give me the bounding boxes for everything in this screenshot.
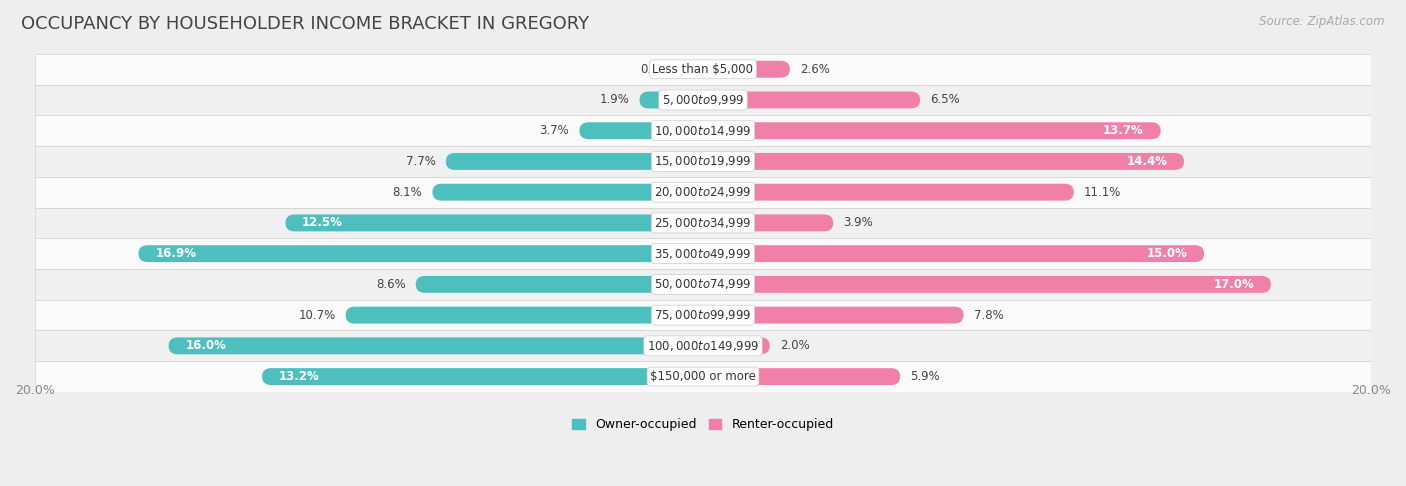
FancyBboxPatch shape [703,276,1271,293]
Text: 0.7%: 0.7% [640,63,669,76]
FancyBboxPatch shape [703,307,963,324]
Text: 13.7%: 13.7% [1104,124,1144,137]
Text: 1.9%: 1.9% [599,93,630,106]
Bar [35,85,1371,115]
Text: 17.0%: 17.0% [1213,278,1254,291]
Text: 7.8%: 7.8% [973,309,1004,322]
Text: 16.9%: 16.9% [155,247,197,260]
Text: 20.0%: 20.0% [15,383,55,397]
Text: $5,000 to $9,999: $5,000 to $9,999 [662,93,744,107]
FancyBboxPatch shape [703,337,770,354]
Text: 20.0%: 20.0% [1351,383,1391,397]
Text: 2.6%: 2.6% [800,63,830,76]
FancyBboxPatch shape [703,214,834,231]
Text: 2.0%: 2.0% [780,339,810,352]
FancyBboxPatch shape [703,184,1074,201]
Text: 6.5%: 6.5% [931,93,960,106]
FancyBboxPatch shape [169,337,703,354]
Text: 10.7%: 10.7% [298,309,336,322]
Bar [35,177,1371,208]
FancyBboxPatch shape [346,307,703,324]
Text: $35,000 to $49,999: $35,000 to $49,999 [654,247,752,260]
Text: 5.9%: 5.9% [910,370,939,383]
Text: 16.0%: 16.0% [186,339,226,352]
Text: $15,000 to $19,999: $15,000 to $19,999 [654,155,752,169]
Text: 13.2%: 13.2% [278,370,319,383]
Text: $75,000 to $99,999: $75,000 to $99,999 [654,308,752,322]
Text: Source: ZipAtlas.com: Source: ZipAtlas.com [1260,15,1385,28]
Text: Less than $5,000: Less than $5,000 [652,63,754,76]
FancyBboxPatch shape [703,245,1204,262]
Bar [35,269,1371,300]
FancyBboxPatch shape [446,153,703,170]
Text: 8.1%: 8.1% [392,186,422,199]
Text: 12.5%: 12.5% [302,216,343,229]
Bar [35,146,1371,177]
FancyBboxPatch shape [138,245,703,262]
Text: 8.6%: 8.6% [375,278,406,291]
FancyBboxPatch shape [703,122,1160,139]
FancyBboxPatch shape [703,153,1184,170]
Text: 7.7%: 7.7% [406,155,436,168]
Bar [35,238,1371,269]
Text: 11.1%: 11.1% [1084,186,1121,199]
Text: $150,000 or more: $150,000 or more [650,370,756,383]
Bar [35,361,1371,392]
Bar [35,300,1371,330]
Text: $25,000 to $34,999: $25,000 to $34,999 [654,216,752,230]
FancyBboxPatch shape [262,368,703,385]
Text: 3.9%: 3.9% [844,216,873,229]
Legend: Owner-occupied, Renter-occupied: Owner-occupied, Renter-occupied [568,414,838,436]
Bar [35,330,1371,361]
FancyBboxPatch shape [416,276,703,293]
Bar [35,208,1371,238]
Text: $100,000 to $149,999: $100,000 to $149,999 [647,339,759,353]
Text: 15.0%: 15.0% [1146,247,1187,260]
Text: OCCUPANCY BY HOUSEHOLDER INCOME BRACKET IN GREGORY: OCCUPANCY BY HOUSEHOLDER INCOME BRACKET … [21,15,589,33]
Text: 3.7%: 3.7% [540,124,569,137]
FancyBboxPatch shape [285,214,703,231]
FancyBboxPatch shape [703,61,790,78]
Bar [35,115,1371,146]
FancyBboxPatch shape [579,122,703,139]
FancyBboxPatch shape [679,61,703,78]
Text: 14.4%: 14.4% [1126,155,1167,168]
FancyBboxPatch shape [703,91,920,108]
Text: $20,000 to $24,999: $20,000 to $24,999 [654,185,752,199]
Text: $10,000 to $14,999: $10,000 to $14,999 [654,124,752,138]
FancyBboxPatch shape [640,91,703,108]
FancyBboxPatch shape [703,368,900,385]
FancyBboxPatch shape [433,184,703,201]
Text: $50,000 to $74,999: $50,000 to $74,999 [654,278,752,292]
Bar [35,54,1371,85]
